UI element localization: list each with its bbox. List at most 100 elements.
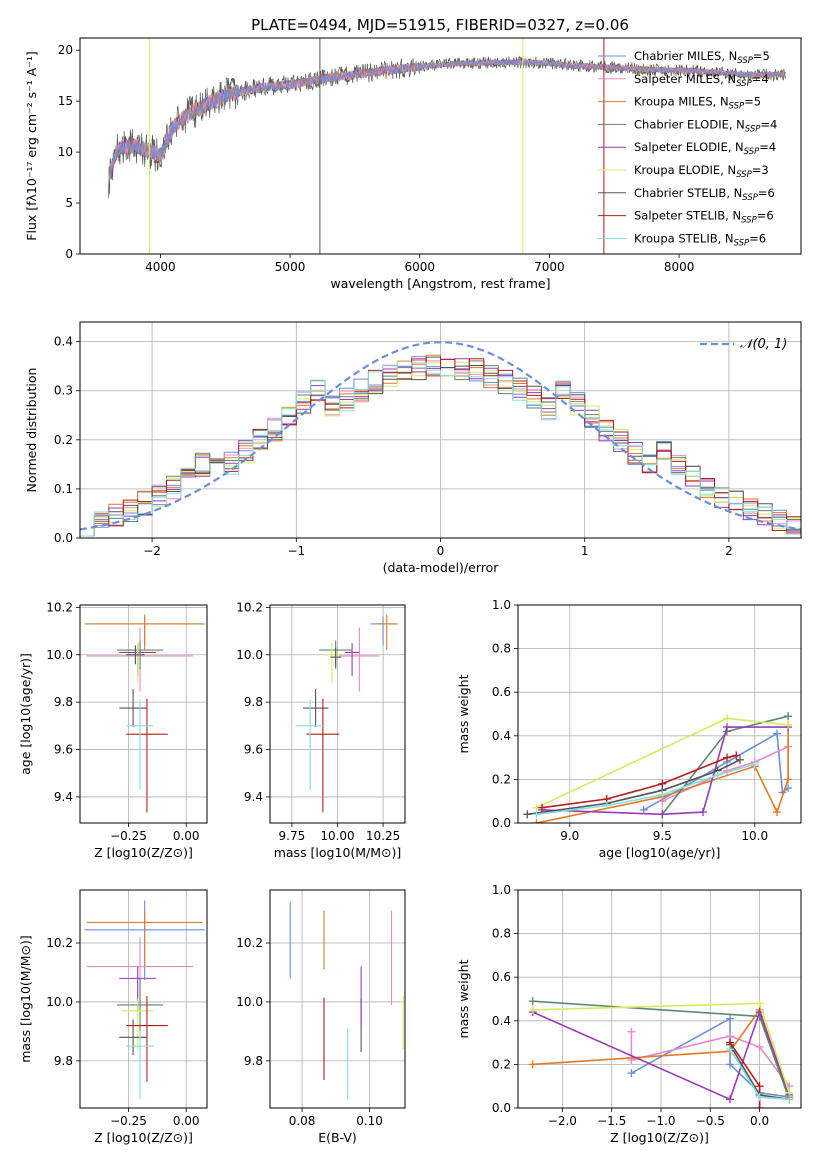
spectrum-series-chabrier-miles bbox=[108, 58, 786, 189]
legend-entry-subscript: SSP bbox=[742, 193, 758, 203]
x-tick-label: −0.25 bbox=[110, 1114, 147, 1128]
x-tick-label: 0.00 bbox=[173, 829, 200, 843]
weight-marker bbox=[658, 779, 667, 788]
y-tick-label: 10 bbox=[58, 145, 73, 159]
mass-weight-vs-age-panel: 9.0 9.5 10.0 0.0 0.2 0.4 0.6 0.8 1.0 age [log10(a… bbox=[456, 598, 802, 860]
x-tick-label: −1.5 bbox=[597, 1114, 626, 1128]
legend-entry: Chabrier MILES, NSSP=5 bbox=[634, 49, 770, 66]
y-axis-label: mass [log10(M/M⊙)] bbox=[18, 935, 33, 1063]
x-tick-label: 4000 bbox=[145, 260, 176, 274]
weight-series-salpeter-elodie bbox=[532, 1009, 790, 1101]
y-tick-label: 9.8 bbox=[54, 1054, 73, 1068]
legend-entry-count: =4 bbox=[752, 72, 769, 86]
legend-entry-label: Salpeter ELODIE, N bbox=[634, 140, 744, 154]
age-vs-Z-panel: −0.25 0.00 9.4 9.6 9.8 10.0 10.2 Z [log10(Z/Z⊙)… bbox=[18, 600, 208, 860]
legend-entry-label: Chabrier MILES, N bbox=[634, 49, 737, 63]
x-tick-label: 10.0 bbox=[741, 829, 768, 843]
weight-marker bbox=[627, 1069, 636, 1078]
y-tick-label: 0.1 bbox=[54, 482, 73, 496]
errorbar-group bbox=[84, 900, 205, 1100]
x-tick-label: −0.5 bbox=[696, 1114, 725, 1128]
y-tick-label: 10.0 bbox=[46, 995, 73, 1009]
weight-marker bbox=[755, 999, 764, 1008]
axes-frame bbox=[517, 889, 802, 1109]
weight-marker bbox=[750, 760, 759, 769]
y-tick-label: 20 bbox=[58, 43, 73, 57]
errorbar-point bbox=[339, 627, 380, 692]
legend-entry-subscript: SSP bbox=[745, 124, 761, 134]
errorbar-point bbox=[116, 978, 164, 1032]
weight-marker bbox=[602, 801, 611, 810]
weight-marker bbox=[735, 755, 744, 764]
legend-entry: Chabrier ELODIE, NSSP=4 bbox=[634, 117, 777, 134]
legend-entry-label: Kroupa STELIB, N bbox=[634, 231, 734, 245]
x-tick-label: 0 bbox=[437, 544, 445, 558]
x-tick-label: 6000 bbox=[404, 260, 435, 274]
legend-entry-label: Salpeter MILES, N bbox=[634, 72, 736, 86]
weight-marker bbox=[528, 997, 537, 1006]
errorbar-point bbox=[375, 614, 398, 651]
legend-entry-label: Chabrier ELODIE, N bbox=[634, 117, 745, 131]
errorbar-point bbox=[121, 999, 154, 1050]
y-tick-label: 10.2 bbox=[46, 600, 73, 614]
legend-entry-count: =5 bbox=[753, 49, 770, 63]
legend-entry-label: Chabrier STELIB, N bbox=[634, 186, 742, 200]
x-axis-label: Z [log10(Z/Z⊙)] bbox=[94, 845, 193, 860]
errorbar-point bbox=[306, 698, 340, 813]
legend-entry-subscript: SSP bbox=[736, 170, 752, 180]
weight-marker bbox=[639, 805, 648, 814]
x-axis-label: Z [log10(Z/Z⊙)] bbox=[94, 1130, 193, 1145]
y-tick-label: 0.8 bbox=[492, 927, 511, 941]
weight-marker bbox=[658, 790, 667, 799]
errorbar-point bbox=[126, 699, 154, 790]
x-axis-label: age [log10(age/yr)] bbox=[599, 845, 721, 860]
y-tick-label: 0.8 bbox=[492, 642, 511, 656]
weight-marker bbox=[784, 720, 793, 729]
legend-entry-subscript: SSP bbox=[741, 216, 757, 226]
weight-marker bbox=[784, 775, 793, 784]
legend-entry-count: =3 bbox=[752, 163, 769, 177]
weight-marker bbox=[723, 753, 732, 762]
x-tick-label: 10.25 bbox=[366, 829, 400, 843]
x-tick-label: 0.10 bbox=[356, 1114, 383, 1128]
legend-entry-count: =6 bbox=[757, 209, 774, 223]
legend-entry-count: =6 bbox=[758, 186, 775, 200]
legend-entry: Chabrier STELIB, NSSP=6 bbox=[634, 186, 775, 203]
y-tick-label: 9.4 bbox=[54, 790, 73, 804]
y-tick-label: 9.8 bbox=[244, 1054, 263, 1068]
weight-marker bbox=[713, 771, 722, 780]
age-vs-mass-panel: 9.75 10.00 10.25 9.4 9.6 9.8 10.0 10.2 mass [log… bbox=[236, 600, 406, 860]
y-tick-label: 0 bbox=[65, 247, 73, 261]
errorbar-point bbox=[302, 689, 329, 728]
errorbar-group bbox=[295, 614, 398, 813]
x-tick-label: 7000 bbox=[534, 260, 565, 274]
errorbar-point bbox=[126, 996, 168, 1082]
weight-marker bbox=[528, 1060, 537, 1069]
weight-lines bbox=[523, 712, 793, 823]
errorbar-point bbox=[344, 642, 360, 677]
axes-frame bbox=[79, 604, 208, 824]
y-axis-label: mass weight bbox=[456, 959, 471, 1038]
gaussian-reference-curve bbox=[80, 341, 801, 531]
histogram-kroupa-stelib bbox=[80, 362, 801, 538]
errorbar-point bbox=[86, 614, 203, 651]
y-tick-label: 0.2 bbox=[492, 1057, 511, 1071]
y-tick-label: 15 bbox=[58, 94, 73, 108]
x-axis-label: wavelength [Angstrom, rest frame] bbox=[330, 276, 550, 291]
y-tick-label: 10.2 bbox=[236, 600, 263, 614]
x-tick-label: 0.08 bbox=[289, 1114, 316, 1128]
y-tick-label: 0.2 bbox=[54, 433, 73, 447]
legend-entry-subscript: SSP bbox=[729, 102, 745, 112]
legend-entry-label: Salpeter STELIB, N bbox=[634, 209, 741, 223]
y-tick-label: 5 bbox=[65, 196, 73, 210]
y-tick-label: 9.6 bbox=[244, 743, 263, 757]
spectrum-panel: 4000 5000 6000 7000 8000 0 5 10 15 20 wavelength [… bbox=[24, 37, 802, 291]
y-tick-label: 9.8 bbox=[244, 695, 263, 709]
x-tick-label: 10.00 bbox=[320, 829, 354, 843]
y-tick-label: 0.3 bbox=[54, 384, 73, 398]
y-axis-label: mass weight bbox=[456, 674, 471, 753]
weight-marker bbox=[532, 810, 541, 819]
legend-entry-count: =6 bbox=[749, 231, 766, 245]
